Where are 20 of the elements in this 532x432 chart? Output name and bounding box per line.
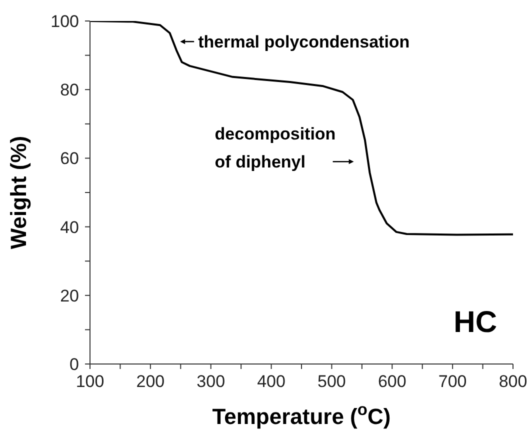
- annotation: decomposition of diphenyl: [214, 124, 336, 172]
- x-tick-label: 100: [76, 372, 104, 392]
- x-tick-label: 400: [257, 372, 286, 392]
- x-axis-title: Temperature ($^{o}$C): [212, 401, 391, 429]
- y-tick-label: 80: [60, 80, 79, 100]
- annotation: thermal polycondensation: [198, 32, 410, 52]
- x-tick-label: 200: [136, 372, 165, 392]
- x-tick-label: 300: [196, 372, 226, 392]
- y-tick-label: 60: [60, 149, 79, 168]
- y-tick-label: 20: [60, 286, 79, 306]
- x-tick-label: 700: [438, 372, 467, 392]
- x-tick-label: 500: [318, 372, 346, 392]
- x-tick-label: 800: [498, 372, 528, 392]
- y-axis-title: Weight (%): [6, 136, 31, 250]
- y-tick-label: 100: [50, 12, 79, 32]
- annotation: HC: [454, 306, 497, 339]
- y-tick-label: 0: [70, 355, 79, 374]
- y-tick-label: 40: [60, 218, 79, 237]
- line-series: [90, 21, 513, 236]
- x-tick-label: 600: [378, 372, 406, 392]
